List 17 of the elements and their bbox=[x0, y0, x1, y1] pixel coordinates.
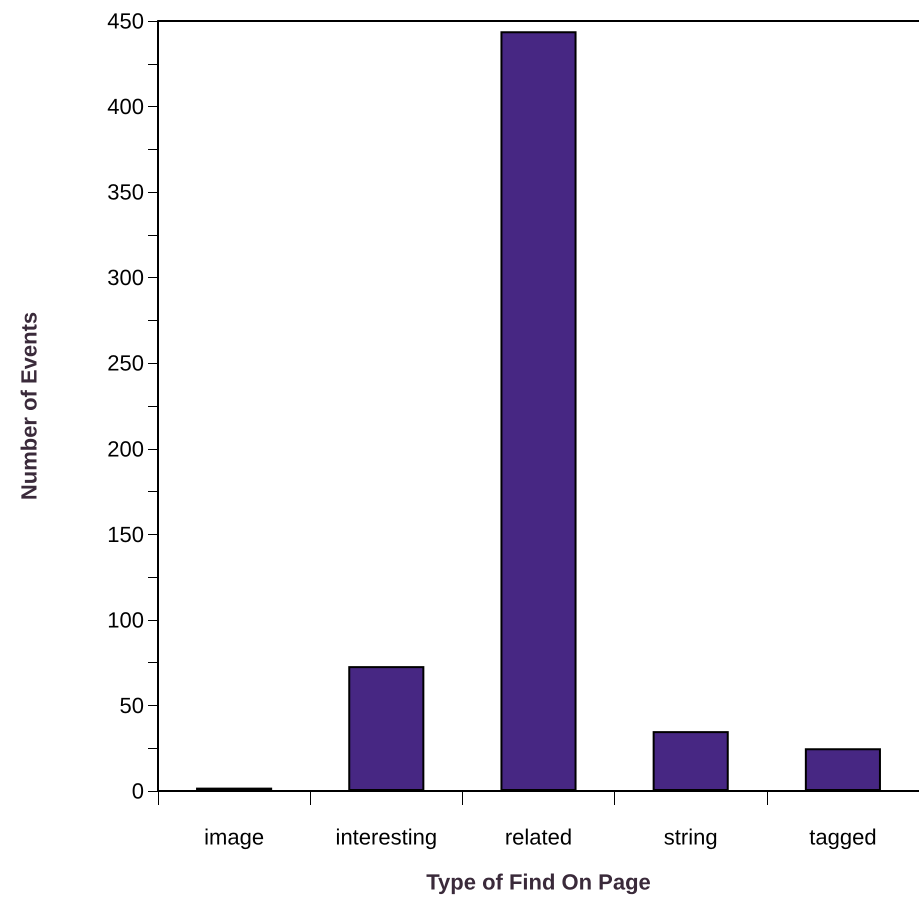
y-tick-label: 0 bbox=[132, 778, 144, 804]
y-axis-title: Number of Events bbox=[16, 312, 42, 500]
x-tick-label: related bbox=[504, 824, 572, 850]
x-tick-label: image bbox=[204, 824, 264, 850]
x-tick-label: interesting bbox=[336, 824, 438, 850]
y-tick-label: 100 bbox=[107, 607, 144, 632]
y-tick-label: 250 bbox=[107, 350, 144, 376]
x-tick-label: tagged bbox=[809, 824, 877, 850]
y-tick-label: 150 bbox=[107, 522, 144, 547]
y-tick-label: 300 bbox=[107, 265, 144, 290]
y-tick-label: 450 bbox=[107, 8, 144, 34]
y-tick-label: 50 bbox=[120, 692, 144, 718]
y-tick-label: 200 bbox=[107, 436, 144, 462]
y-tick-label: 400 bbox=[107, 94, 144, 120]
y-tick-label: 350 bbox=[107, 180, 144, 205]
x-axis-title: Type of Find On Page bbox=[426, 870, 651, 894]
x-tick-label: string bbox=[664, 824, 718, 850]
